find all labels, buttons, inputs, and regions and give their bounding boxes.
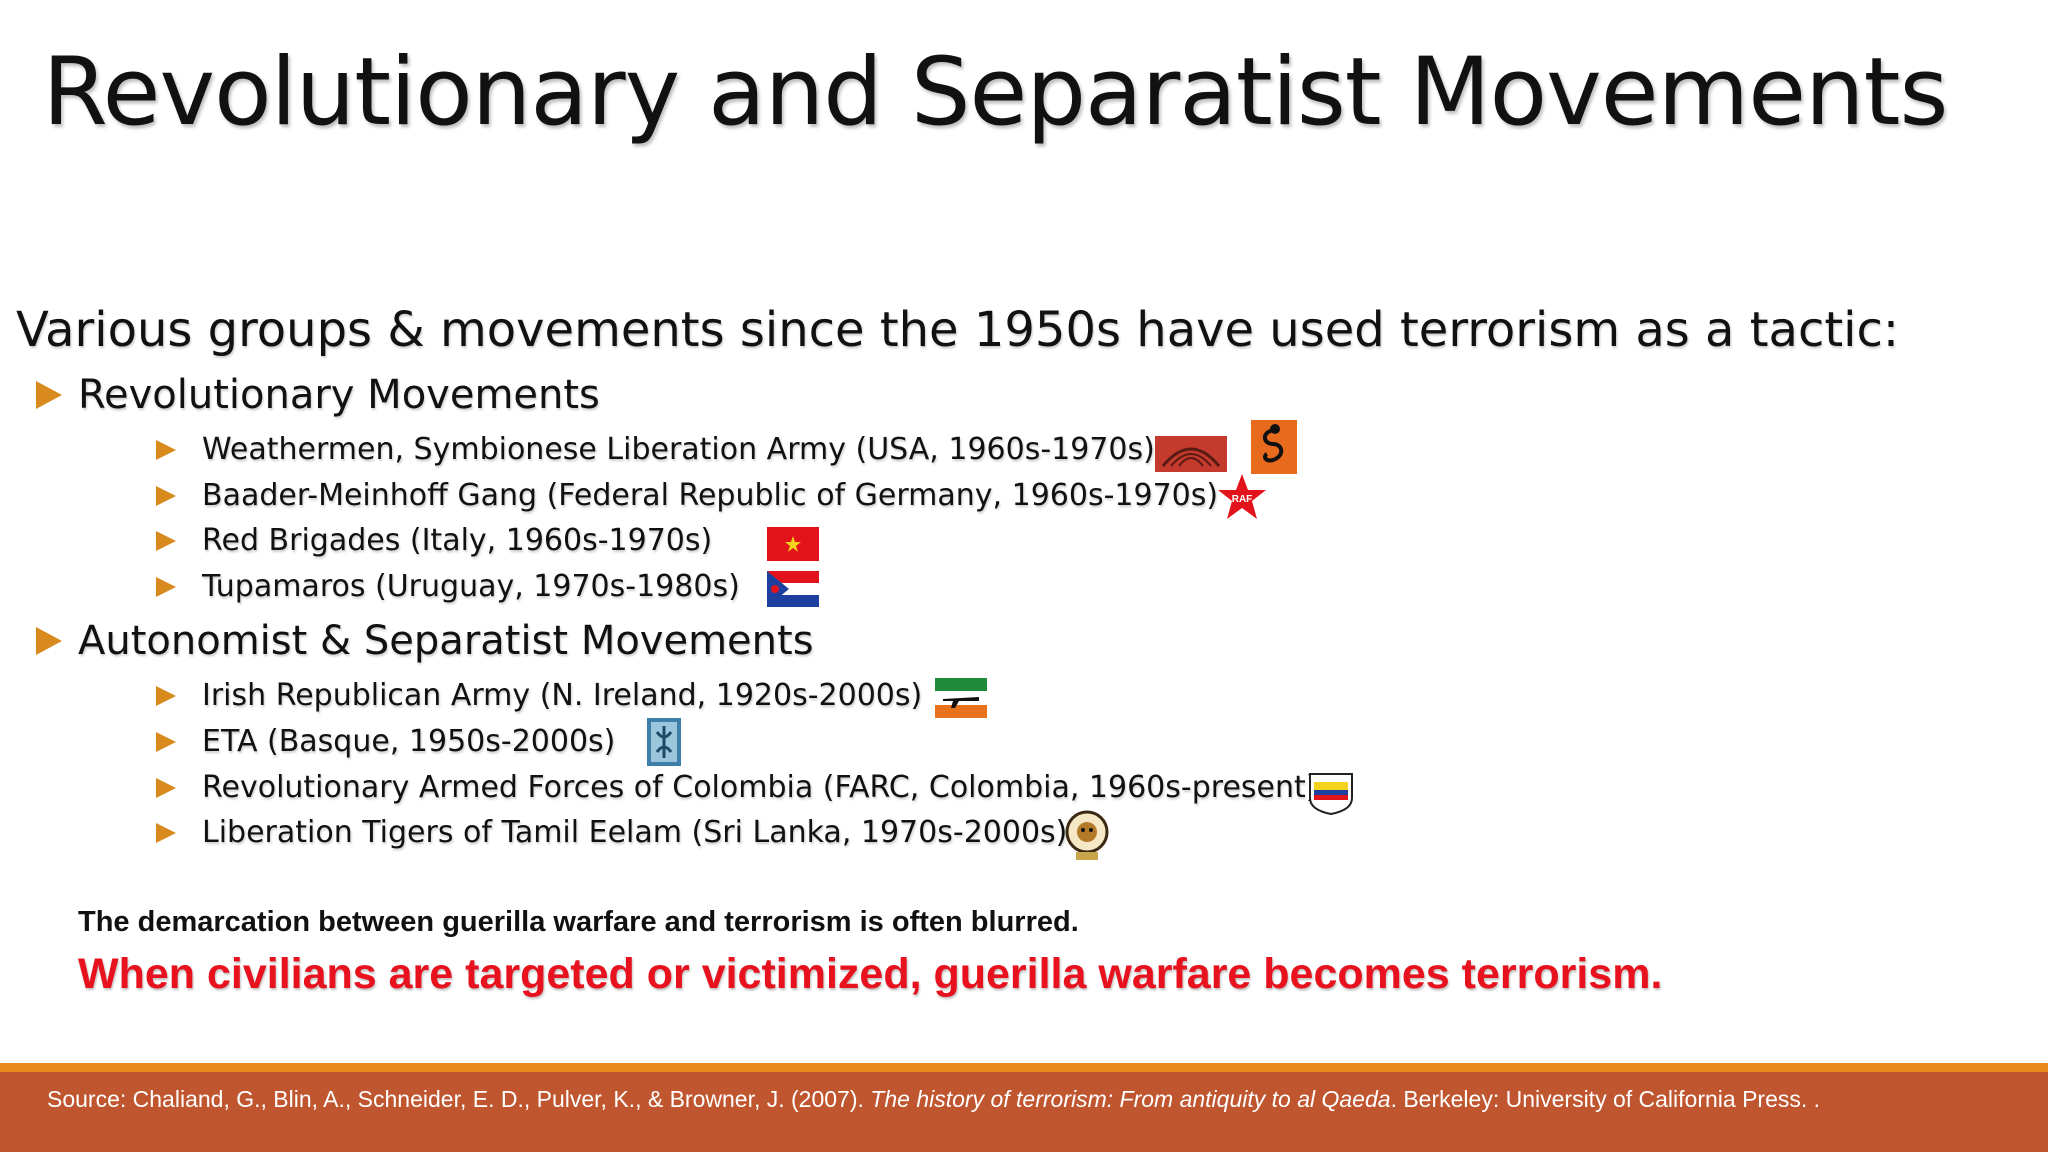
list-item-label: Red Brigades (Italy, 1960s-1970s)	[202, 523, 713, 558]
raf-logo-text: RAF	[1232, 494, 1253, 505]
source-citation: Source: Chaliand, G., Blin, A., Schneide…	[47, 1086, 1820, 1113]
civilian-targeting-note: When civilians are targeted or victimize…	[78, 950, 1663, 998]
arrow-bullet-icon	[156, 685, 176, 706]
arrow-bullet-icon	[156, 530, 176, 551]
raf-star-logo-icon: RAF	[1218, 474, 1266, 519]
source-citation-prefix: Source: Chaliand, G., Blin, A., Schneide…	[47, 1086, 871, 1112]
list-item: Red Brigades (Italy, 1960s-1970s)	[156, 523, 712, 558]
arrow-bullet-icon	[36, 627, 62, 655]
list-item-label: Baader-Meinhoff Gang (Federal Republic o…	[202, 478, 1219, 513]
demarcation-note: The demarcation between guerilla warfare…	[78, 906, 1079, 938]
sla-cobra-logo-icon	[1251, 420, 1297, 474]
arrow-bullet-icon	[36, 381, 62, 409]
footer-stripe	[0, 1063, 2048, 1072]
list-item: Tupamaros (Uruguay, 1970s-1980s)	[156, 569, 740, 604]
list-item: Revolutionary Armed Forces of Colombia (…	[156, 770, 1317, 805]
arrow-bullet-icon	[156, 777, 176, 798]
arrow-bullet-icon	[156, 439, 176, 460]
list-item: Irish Republican Army (N. Ireland, 1920s…	[156, 678, 922, 713]
red-brigades-flag-icon	[767, 527, 819, 561]
intro-text: Various groups & movements since the 195…	[16, 302, 1900, 358]
footer-band: Source: Chaliand, G., Blin, A., Schneide…	[0, 1072, 2048, 1152]
source-book-title: The history of terrorism: From antiquity…	[870, 1086, 1391, 1112]
list-item-label: ETA (Basque, 1950s-2000s)	[202, 724, 616, 759]
arrow-bullet-icon	[156, 576, 176, 597]
section-heading-label: Revolutionary Movements	[78, 372, 600, 418]
list-item-label: Revolutionary Armed Forces of Colombia (…	[202, 770, 1318, 805]
list-item-label: Tupamaros (Uruguay, 1970s-1980s)	[202, 569, 740, 604]
slide-title: Revolutionary and Separatist Movements	[42, 38, 1949, 147]
list-item-label: Liberation Tigers of Tamil Eelam (Sri La…	[202, 815, 1068, 850]
section-heading-revolutionary: Revolutionary Movements	[36, 372, 600, 418]
arrow-bullet-icon	[156, 485, 176, 506]
arrow-bullet-icon	[156, 822, 176, 843]
ira-flag-icon	[935, 678, 987, 718]
section-heading-label: Autonomist & Separatist Movements	[78, 618, 814, 664]
arrow-bullet-icon	[156, 731, 176, 752]
list-item-label: Weathermen, Symbionese Liberation Army (…	[202, 432, 1155, 467]
list-item: Baader-Meinhoff Gang (Federal Republic o…	[156, 478, 1218, 513]
eta-emblem-icon	[647, 718, 681, 766]
section-heading-separatist: Autonomist & Separatist Movements	[36, 618, 814, 664]
list-item-label: Irish Republican Army (N. Ireland, 1920s…	[202, 678, 923, 713]
source-citation-suffix: . Berkeley: University of California Pre…	[1390, 1086, 1821, 1112]
weathermen-logo-icon	[1155, 436, 1227, 472]
tupamaros-flag-icon	[767, 571, 819, 607]
ltte-tiger-emblem-icon	[1065, 810, 1109, 860]
farc-shield-icon	[1309, 773, 1353, 816]
list-item: ETA (Basque, 1950s-2000s)	[156, 724, 615, 759]
list-item: Liberation Tigers of Tamil Eelam (Sri La…	[156, 815, 1067, 850]
list-item: Weathermen, Symbionese Liberation Army (…	[156, 432, 1155, 467]
